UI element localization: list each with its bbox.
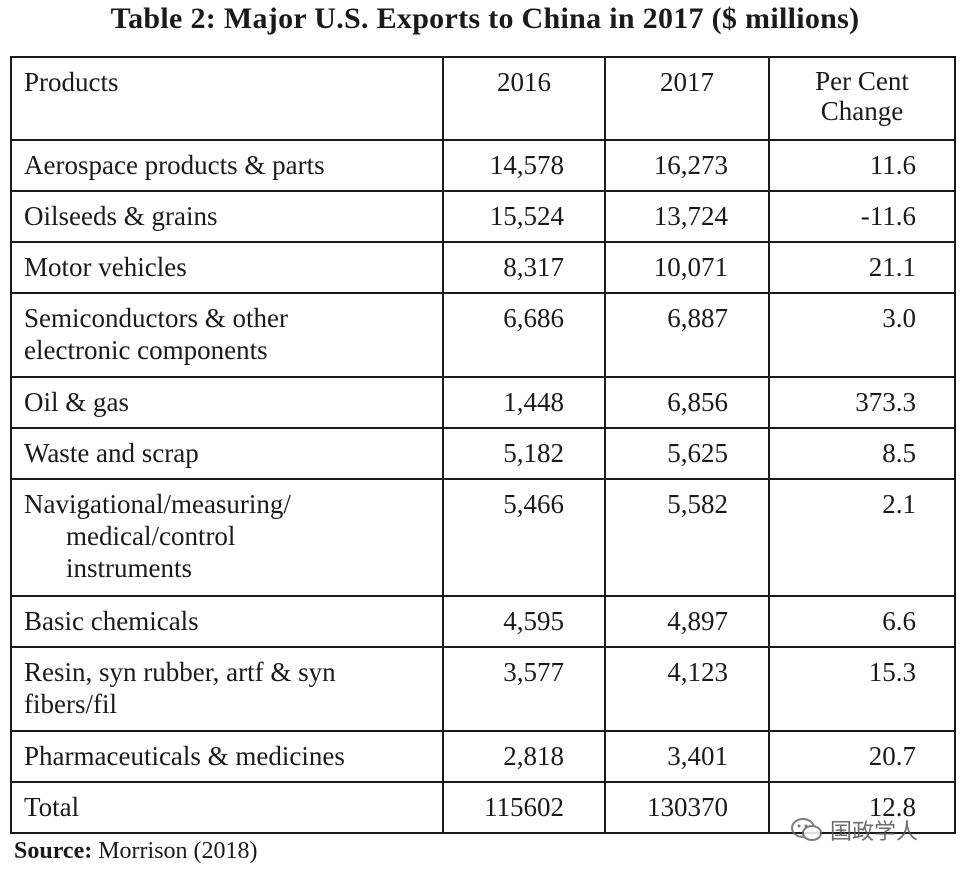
header-row: Products 2016 2017 Per Cent Change [10,56,956,141]
product-name-line: medical/control [66,521,236,551]
exports-table: Products 2016 2017 Per Cent Change Aeros… [10,56,956,834]
table-row: Basic chemicals 4,595 4,897 6.6 [10,595,956,648]
value-2016-cell: 2,818 [442,730,606,783]
product-cell: Total [10,781,444,834]
header-2016: 2016 [442,56,606,141]
source-label: Source: [14,838,93,864]
watermark-text: 国政学人 [830,820,919,845]
value-2016-cell: 5,466 [442,478,606,597]
pct-change-cell: 6.6 [768,595,956,648]
header-2017: 2017 [604,56,770,141]
product-name-line: Motor vehicles [24,252,187,282]
value-2017-cell: 10,071 [604,241,770,294]
product-name-line: Oilseeds & grains [24,201,218,231]
table-row: Aerospace products & parts 14,578 16,273 11… [10,139,956,192]
source-note: Source: Morrison (2018) [14,838,258,865]
table-row: Resin, syn rubber, artf & syn fibers/fil 3… [10,646,956,732]
product-cell: Motor vehicles [10,241,444,294]
product-cell: Pharmaceuticals & medicines [10,730,444,783]
value-2017-cell: 13,724 [604,190,770,243]
product-name-line: Waste and scrap [24,438,199,468]
table-row: Motor vehicles 8,317 10,071 21.1 [10,241,956,294]
total-row: Total 115602 130370 12.8 [10,781,956,834]
pct-change-cell: 373.3 [768,376,956,429]
product-cell: Oilseeds & grains [10,190,444,243]
source-text: Morrison (2018) [98,838,258,864]
value-2017-cell: 5,582 [604,478,770,597]
product-cell: Oil & gas [10,376,444,429]
value-2016-cell: 14,578 [442,139,606,192]
value-2017-cell: 130370 [604,781,770,834]
product-name-line: Basic chemicals [24,606,199,636]
table-row: Oilseeds & grains 15,524 13,724 -11.6 [10,190,956,243]
watermark: 国政学人 [790,810,960,850]
product-name-line: Semiconductors & other [24,303,288,333]
pct-change-cell: 15.3 [768,646,956,732]
product-name-line: fibers/fil [24,689,117,719]
pct-change-cell: 21.1 [768,241,956,294]
value-2017-cell: 4,123 [604,646,770,732]
value-2016-cell: 5,182 [442,427,606,480]
value-2017-cell: 16,273 [604,139,770,192]
table-row: Oil & gas 1,448 6,856 373.3 [10,376,956,429]
pct-change-cell: 2.1 [768,478,956,597]
pct-change-cell: 20.7 [768,730,956,783]
table-row: Pharmaceuticals & medicines 2,818 3,401 20.… [10,730,956,783]
product-cell: Aerospace products & parts [10,139,444,192]
value-2017-cell: 6,887 [604,292,770,378]
pct-change-cell: 8.5 [768,427,956,480]
product-cell: Navigational/measuring/medical/control in… [10,478,444,597]
product-name-line: Aerospace products & parts [24,150,325,180]
product-cell: Waste and scrap [10,427,444,480]
product-cell: Resin, syn rubber, artf & syn fibers/fil [10,646,444,732]
value-2016-cell: 8,317 [442,241,606,294]
value-2017-cell: 6,856 [604,376,770,429]
header-pct-line2: Change [820,96,904,126]
header-pct-line1: Per Cent [815,66,909,96]
header-per-cent-change: Per Cent Change [768,56,956,141]
value-2016-cell: 115602 [442,781,606,834]
table-row: Waste and scrap 5,182 5,625 8.5 [10,427,956,480]
pct-change-cell: 11.6 [768,139,956,192]
table-title: Table 2: Major U.S. Exports to China in … [110,2,860,35]
pct-change-cell: -11.6 [768,190,956,243]
header-products: Products [10,56,444,141]
table-row: Navigational/measuring/medical/control in… [10,478,956,597]
product-name-line: Total [24,792,80,822]
product-name-line: electronic components [24,335,268,365]
value-2016-cell: 4,595 [442,595,606,648]
product-name-line: Navigational/measuring/ [24,489,291,519]
product-cell: Semiconductors & other electronic compone… [10,292,444,378]
value-2016-cell: 15,524 [442,190,606,243]
value-2017-cell: 5,625 [604,427,770,480]
value-2016-cell: 3,577 [442,646,606,732]
product-name-line: Pharmaceuticals & medicines [24,741,345,771]
value-2017-cell: 3,401 [604,730,770,783]
table-row: Semiconductors & other electronic compone… [10,292,956,378]
product-name-line: Oil & gas [24,387,129,417]
product-name-line: Resin, syn rubber, artf & syn [24,657,336,687]
value-2016-cell: 6,686 [442,292,606,378]
value-2016-cell: 1,448 [442,376,606,429]
value-2017-cell: 4,897 [604,595,770,648]
product-cell: Basic chemicals [10,595,444,648]
wechat-icon [791,818,822,841]
product-name-line: instruments [66,553,192,583]
pct-change-cell: 3.0 [768,292,956,378]
